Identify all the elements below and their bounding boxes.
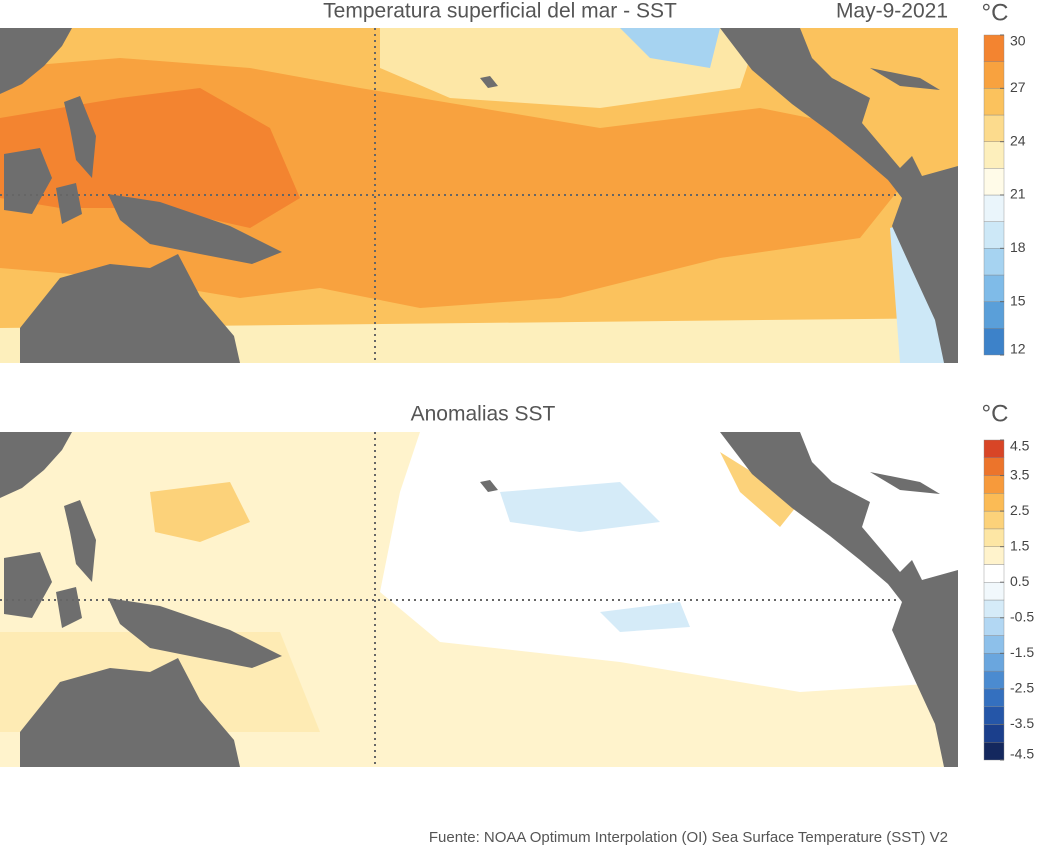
colorbar-segment bbox=[983, 439, 1005, 458]
colorbar-segment bbox=[983, 141, 1005, 169]
colorbar-segment bbox=[983, 724, 1005, 743]
colorbar-segment bbox=[983, 248, 1005, 276]
colorbar-unit: °C bbox=[982, 0, 1009, 26]
colorbar-segment bbox=[983, 194, 1005, 222]
colorbar-tick-label: 15 bbox=[1010, 292, 1026, 308]
colorbar-tick-label: 27 bbox=[1010, 79, 1026, 95]
colorbar-tick-label: 18 bbox=[1010, 239, 1026, 255]
colorbar-segment bbox=[983, 301, 1005, 329]
colorbar-segment bbox=[983, 546, 1005, 565]
colorbar-segment bbox=[983, 670, 1005, 690]
colorbar-tick-label: 3.5 bbox=[1010, 466, 1030, 482]
colorbar-tick-label: -1.5 bbox=[1010, 644, 1034, 660]
colorbar-segment bbox=[983, 617, 1005, 636]
colorbar-segment bbox=[983, 34, 1005, 62]
colorbar-tick-label: 12 bbox=[1010, 341, 1026, 357]
colorbar-tick-label: -0.5 bbox=[1010, 608, 1034, 624]
colorbar-segment bbox=[983, 706, 1005, 725]
colorbar-segment bbox=[983, 742, 1005, 761]
colorbar-segment bbox=[983, 168, 1005, 196]
colorbar-tick-label: 1.5 bbox=[1010, 537, 1030, 553]
colorbar-tick-label: 4.5 bbox=[1010, 438, 1030, 454]
colorbar-tick-label: -3.5 bbox=[1010, 715, 1034, 731]
colorbar-tick-label: 24 bbox=[1010, 132, 1026, 148]
colorbar-segment bbox=[983, 582, 1005, 601]
colorbar-tick-label: 21 bbox=[1010, 186, 1026, 202]
sst-map bbox=[0, 28, 958, 363]
colorbar-segment bbox=[983, 221, 1005, 249]
colorbar-segment bbox=[983, 493, 1005, 512]
colorbar-segment bbox=[983, 564, 1005, 583]
colorbar-segment bbox=[983, 328, 1005, 356]
panel-title: Anomalias SST bbox=[411, 403, 556, 426]
colorbar-segment bbox=[983, 457, 1005, 476]
colorbar-segment bbox=[983, 528, 1005, 547]
colorbar-tick-label: 2.5 bbox=[1010, 502, 1030, 518]
colorbar-segment bbox=[983, 653, 1005, 672]
colorbar-segment bbox=[983, 599, 1005, 618]
source-note: Fuente: NOAA Optimum Interpolation (OI) … bbox=[429, 829, 948, 846]
anomaly-map bbox=[0, 432, 958, 767]
colorbar-segment bbox=[983, 61, 1005, 89]
colorbar-segment bbox=[983, 475, 1005, 494]
colorbar-segment bbox=[983, 635, 1005, 654]
colorbar-segment bbox=[983, 688, 1005, 707]
colorbar-tick-label: 0.5 bbox=[1010, 573, 1030, 589]
colorbar-segment bbox=[983, 274, 1005, 302]
colorbar-tick-label: -2.5 bbox=[1010, 680, 1034, 696]
colorbar-segment bbox=[983, 114, 1005, 142]
colorbar-tick-label: 30 bbox=[1010, 33, 1026, 49]
colorbar-segment bbox=[983, 510, 1005, 530]
panel-date: May-9-2021 bbox=[836, 0, 948, 23]
colorbar-segment bbox=[983, 88, 1005, 116]
colorbar-tick-label: -4.5 bbox=[1010, 746, 1034, 762]
panel-title: Temperatura superficial del mar - SST bbox=[323, 0, 677, 23]
colorbar-unit: °C bbox=[982, 400, 1009, 427]
